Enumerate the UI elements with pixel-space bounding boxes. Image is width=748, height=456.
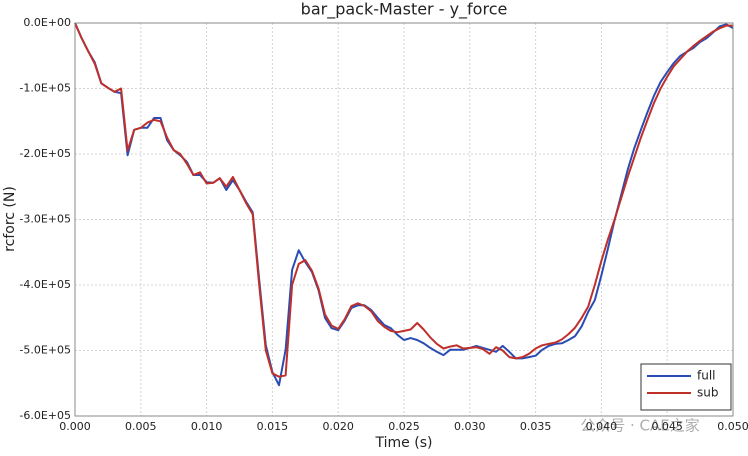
x-tick-label: 0.015 (257, 420, 289, 433)
x-tick-label: 0.000 (59, 420, 91, 433)
y-tick-label: -5.0E+05 (19, 344, 71, 357)
x-tick-label: 0.005 (125, 420, 157, 433)
y-tick-label: -6.0E+05 (19, 409, 71, 422)
x-tick-label: 0.010 (191, 420, 223, 433)
x-tick-label: 0.020 (322, 420, 354, 433)
legend-label: full (697, 369, 716, 383)
x-tick-label: 0.030 (454, 420, 486, 433)
plot-border (74, 22, 734, 417)
x-tick-label: 0.050 (717, 420, 748, 433)
x-tick-label: 0.035 (520, 420, 552, 433)
x-axis-label: Time (s) (375, 435, 433, 451)
y-tick-label: -4.0E+05 (19, 278, 71, 291)
y-tick-label: 0.0E+00 (23, 16, 71, 29)
legend-label: sub (697, 386, 718, 400)
y-tick-label: -1.0E+05 (19, 82, 71, 95)
y-axis-label: rcforc (N) (2, 186, 18, 252)
series-line (74, 22, 733, 378)
y-tick-label: -2.0E+05 (19, 147, 71, 160)
chart-title: bar_pack-Master - y_force (301, 0, 508, 20)
legend-box (640, 363, 732, 411)
x-tick-label: 0.025 (388, 420, 420, 433)
watermark: 公众号 · CAE之家 (580, 417, 700, 435)
x-tick-label: 0.045 (651, 420, 683, 433)
x-tick-label: 0.040 (586, 420, 618, 433)
y-tick-label: -3.0E+05 (19, 213, 71, 226)
